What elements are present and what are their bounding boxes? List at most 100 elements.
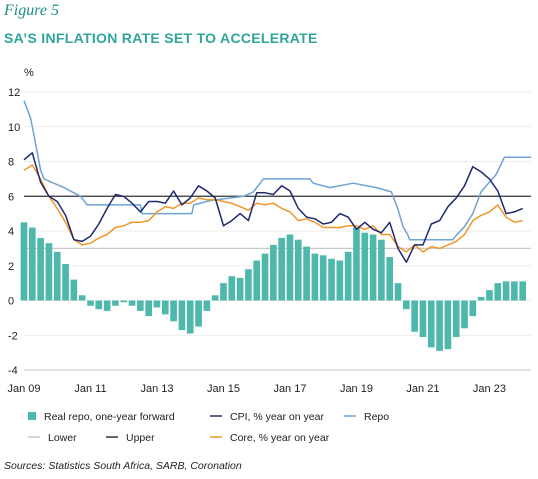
real-repo-bar bbox=[511, 281, 518, 301]
real-repo-bar bbox=[270, 244, 277, 301]
real-repo-bar bbox=[103, 300, 111, 311]
real-repo-bar bbox=[436, 300, 443, 351]
real-repo-bar bbox=[87, 300, 94, 306]
legend-item-lower: Lower bbox=[28, 432, 77, 444]
real-repo-bar bbox=[37, 237, 44, 301]
legend-label-repo: Repo bbox=[364, 411, 389, 423]
legend-label-lower: Lower bbox=[48, 432, 77, 444]
y-tick-label: 4 bbox=[8, 226, 14, 238]
real-repo-bar bbox=[444, 300, 452, 350]
real-repo-bar bbox=[203, 300, 211, 311]
legend-label-upper: Upper bbox=[126, 432, 155, 444]
real-repo-bar bbox=[245, 269, 252, 301]
real-repo-bar bbox=[361, 232, 369, 301]
real-repo-bar bbox=[311, 253, 319, 301]
real-repo-bar bbox=[328, 258, 335, 301]
real-repo-bar bbox=[186, 300, 194, 334]
y-tick-label: 6 bbox=[8, 191, 14, 203]
real-repo-bar bbox=[120, 300, 128, 303]
real-repo-bar bbox=[95, 300, 103, 310]
real-repo-bar bbox=[20, 222, 28, 301]
y-tick-label: 2 bbox=[8, 261, 14, 273]
legend-item-real-repo: Real repo, one-year forward bbox=[28, 411, 175, 423]
real-repo-bar bbox=[178, 300, 186, 331]
y-tick-label: -2 bbox=[8, 330, 18, 342]
figure-label: Figure 5 bbox=[4, 2, 59, 19]
y-tick-labels: 12 10 8 6 4 2 0 -2 -4 bbox=[8, 87, 20, 377]
legend-swatch-real-repo bbox=[28, 412, 36, 420]
x-tick-label: Jan 11 bbox=[74, 383, 106, 395]
real-repo-bar bbox=[70, 279, 78, 301]
real-repo-bar bbox=[28, 227, 36, 301]
real-repo-bar bbox=[195, 300, 202, 327]
real-repo-bar bbox=[170, 300, 177, 322]
x-tick-label: Jan 17 bbox=[273, 383, 306, 395]
source-note: Sources: Statistics South Africa, SARB, … bbox=[4, 460, 242, 472]
x-tick-label: Jan 19 bbox=[340, 383, 373, 395]
real-repo-bar bbox=[261, 253, 269, 301]
legend-label-real-repo: Real repo, one-year forward bbox=[44, 411, 175, 423]
legend-item-cpi: CPI, % year on year bbox=[210, 411, 324, 423]
y-tick-label: 8 bbox=[8, 157, 14, 169]
legend: Real repo, one-year forward CPI, % year … bbox=[28, 411, 389, 444]
y-tick-label: -4 bbox=[8, 365, 18, 377]
real-repo-bar bbox=[519, 281, 527, 301]
x-tick-label: Jan 09 bbox=[7, 383, 40, 395]
real-repo-bar bbox=[128, 300, 136, 306]
legend-item-core: Core, % year on year bbox=[210, 432, 330, 444]
real-repo-bar bbox=[452, 300, 460, 337]
real-repo-bar bbox=[469, 300, 477, 317]
real-repo-bar bbox=[369, 234, 377, 301]
x-tick-label: Jan 15 bbox=[207, 383, 240, 395]
real-repo-bar bbox=[386, 257, 394, 301]
real-repo-bar bbox=[220, 283, 227, 301]
real-repo-bar bbox=[161, 300, 169, 315]
y-tick-label: 10 bbox=[8, 122, 20, 134]
real-repo-bar bbox=[419, 300, 427, 337]
y-tick-label: 12 bbox=[8, 87, 20, 99]
real-repo-bar bbox=[494, 283, 502, 301]
chart-title: SA’S INFLATION RATE SET TO ACCELERATE bbox=[4, 30, 318, 46]
real-repo-bar bbox=[411, 300, 418, 332]
real-repo-bar bbox=[62, 264, 69, 301]
real-repo-bar bbox=[153, 300, 161, 308]
legend-item-upper: Upper bbox=[106, 432, 155, 444]
cpi-line bbox=[23, 152, 523, 264]
real-repo-bar bbox=[294, 239, 302, 301]
real-repo-bar bbox=[344, 251, 352, 301]
real-repo-bar bbox=[427, 300, 435, 348]
real-repo-bar bbox=[394, 283, 402, 301]
legend-label-core: Core, % year on year bbox=[230, 432, 330, 444]
real-repo-bar bbox=[319, 255, 327, 301]
y-tick-label: 0 bbox=[8, 296, 14, 308]
real-repo-bar bbox=[253, 260, 261, 301]
real-repo-bar bbox=[236, 277, 244, 301]
real-repo-bar bbox=[303, 246, 310, 301]
real-repo-bar bbox=[486, 290, 493, 301]
real-repo-bars bbox=[20, 222, 527, 351]
real-repo-bar bbox=[112, 300, 119, 306]
core-line bbox=[23, 164, 523, 253]
x-tick-label: Jan 21 bbox=[406, 383, 439, 395]
reference-lines bbox=[24, 195, 531, 250]
series-lines bbox=[23, 100, 531, 264]
real-repo-bar bbox=[461, 300, 468, 329]
x-tick-label: Jan 23 bbox=[473, 383, 506, 395]
y-axis-unit-label: % bbox=[24, 67, 34, 79]
real-repo-bar bbox=[137, 300, 144, 311]
real-repo-bar bbox=[477, 297, 485, 301]
real-repo-bar bbox=[278, 237, 285, 301]
real-repo-bar bbox=[228, 276, 236, 301]
real-repo-bar bbox=[378, 239, 385, 301]
legend-item-repo: Repo bbox=[344, 411, 389, 423]
repo-line bbox=[23, 100, 531, 241]
real-repo-bar bbox=[211, 295, 219, 301]
real-repo-bar bbox=[502, 281, 510, 301]
real-repo-bar bbox=[78, 295, 86, 301]
real-repo-bar bbox=[403, 300, 410, 310]
real-repo-bar bbox=[45, 243, 53, 301]
real-repo-bar bbox=[336, 260, 344, 301]
real-repo-bar bbox=[53, 251, 61, 301]
x-tick-label: Jan 13 bbox=[140, 383, 173, 395]
real-repo-bar bbox=[286, 234, 294, 301]
